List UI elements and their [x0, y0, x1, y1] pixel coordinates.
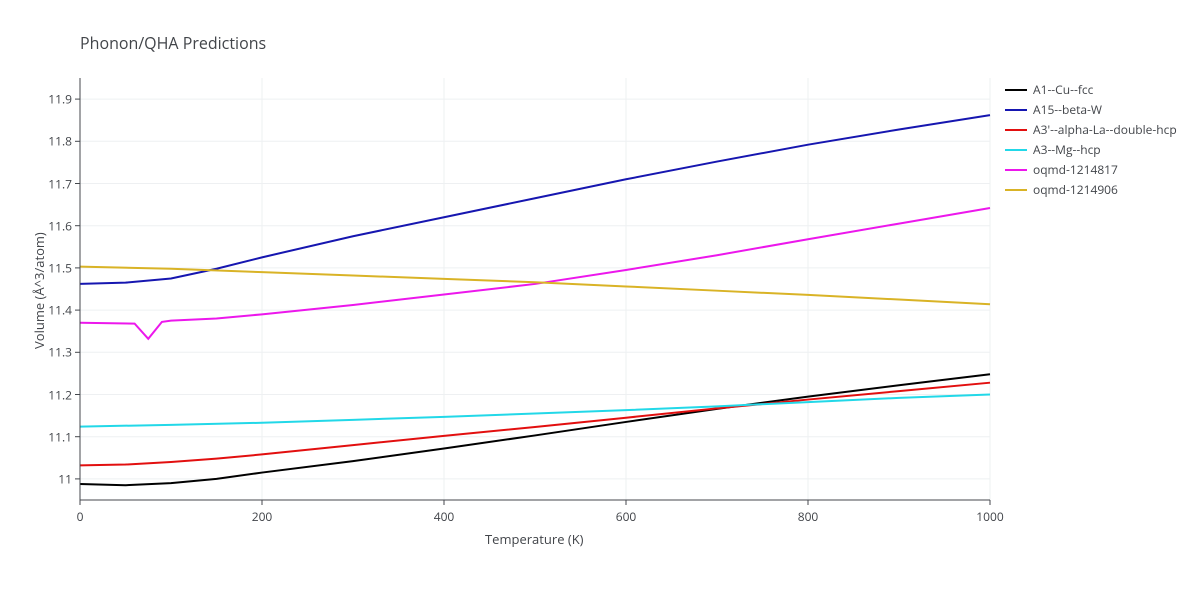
- y-tick-label: 11.5: [42, 259, 72, 276]
- x-tick-label: 600: [616, 508, 637, 525]
- legend-label: A1--Cu--fcc: [1033, 81, 1093, 98]
- x-tick-label: 800: [798, 508, 819, 525]
- legend-item[interactable]: A3'--alpha-La--double-hcp: [1005, 120, 1177, 139]
- y-tick-label: 11.1: [42, 428, 72, 445]
- legend-item[interactable]: A15--beta-W: [1005, 100, 1177, 119]
- x-tick-label: 0: [77, 508, 84, 525]
- x-tick-label: 1000: [976, 508, 1003, 525]
- y-tick-label: 11.7: [42, 175, 72, 192]
- series-line-1: [80, 115, 990, 284]
- legend-item[interactable]: A3--Mg--hcp: [1005, 140, 1177, 159]
- x-tick-label: 400: [434, 508, 455, 525]
- chart-title: Phonon/QHA Predictions: [80, 32, 266, 54]
- legend-item[interactable]: oqmd-1214817: [1005, 160, 1177, 179]
- series-line-3: [80, 395, 990, 427]
- legend-swatch: [1005, 89, 1027, 91]
- x-tick-label: 200: [252, 508, 273, 525]
- y-tick-label: 11: [42, 470, 72, 487]
- legend-swatch: [1005, 189, 1027, 191]
- legend-label: oqmd-1214906: [1033, 181, 1118, 198]
- legend-label: A3--Mg--hcp: [1033, 141, 1101, 158]
- y-axis-label: Volume (Å^3/atom): [30, 232, 48, 349]
- legend-swatch: [1005, 149, 1027, 151]
- y-tick-label: 11.4: [42, 302, 72, 319]
- series-line-5: [80, 267, 990, 305]
- series-line-4: [80, 208, 990, 339]
- y-tick-label: 11.2: [42, 386, 72, 403]
- legend-label: A3'--alpha-La--double-hcp: [1033, 121, 1177, 138]
- y-tick-label: 11.6: [42, 217, 72, 234]
- legend-item[interactable]: oqmd-1214906: [1005, 180, 1177, 199]
- legend: A1--Cu--fcc A15--beta-W A3'--alpha-La--dou…: [1005, 80, 1177, 200]
- legend-swatch: [1005, 109, 1027, 111]
- y-tick-label: 11.9: [42, 91, 72, 108]
- legend-label: A15--beta-W: [1033, 101, 1102, 118]
- legend-swatch: [1005, 169, 1027, 171]
- legend-label: oqmd-1214817: [1033, 161, 1118, 178]
- y-tick-label: 11.3: [42, 344, 72, 361]
- y-tick-label: 11.8: [42, 133, 72, 150]
- legend-swatch: [1005, 129, 1027, 131]
- legend-item[interactable]: A1--Cu--fcc: [1005, 80, 1177, 99]
- series-line-0: [80, 374, 990, 485]
- x-axis-label: Temperature (K): [485, 530, 584, 548]
